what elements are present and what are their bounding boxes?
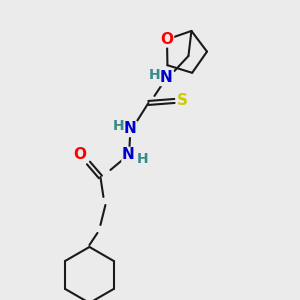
Text: O: O (160, 32, 173, 47)
Text: O: O (73, 148, 86, 163)
Text: H: H (148, 68, 160, 82)
Text: N: N (124, 122, 137, 136)
Text: S: S (177, 94, 188, 109)
Text: N: N (160, 70, 173, 86)
Text: H: H (136, 152, 148, 166)
Text: N: N (122, 148, 135, 163)
Text: H: H (112, 119, 124, 133)
